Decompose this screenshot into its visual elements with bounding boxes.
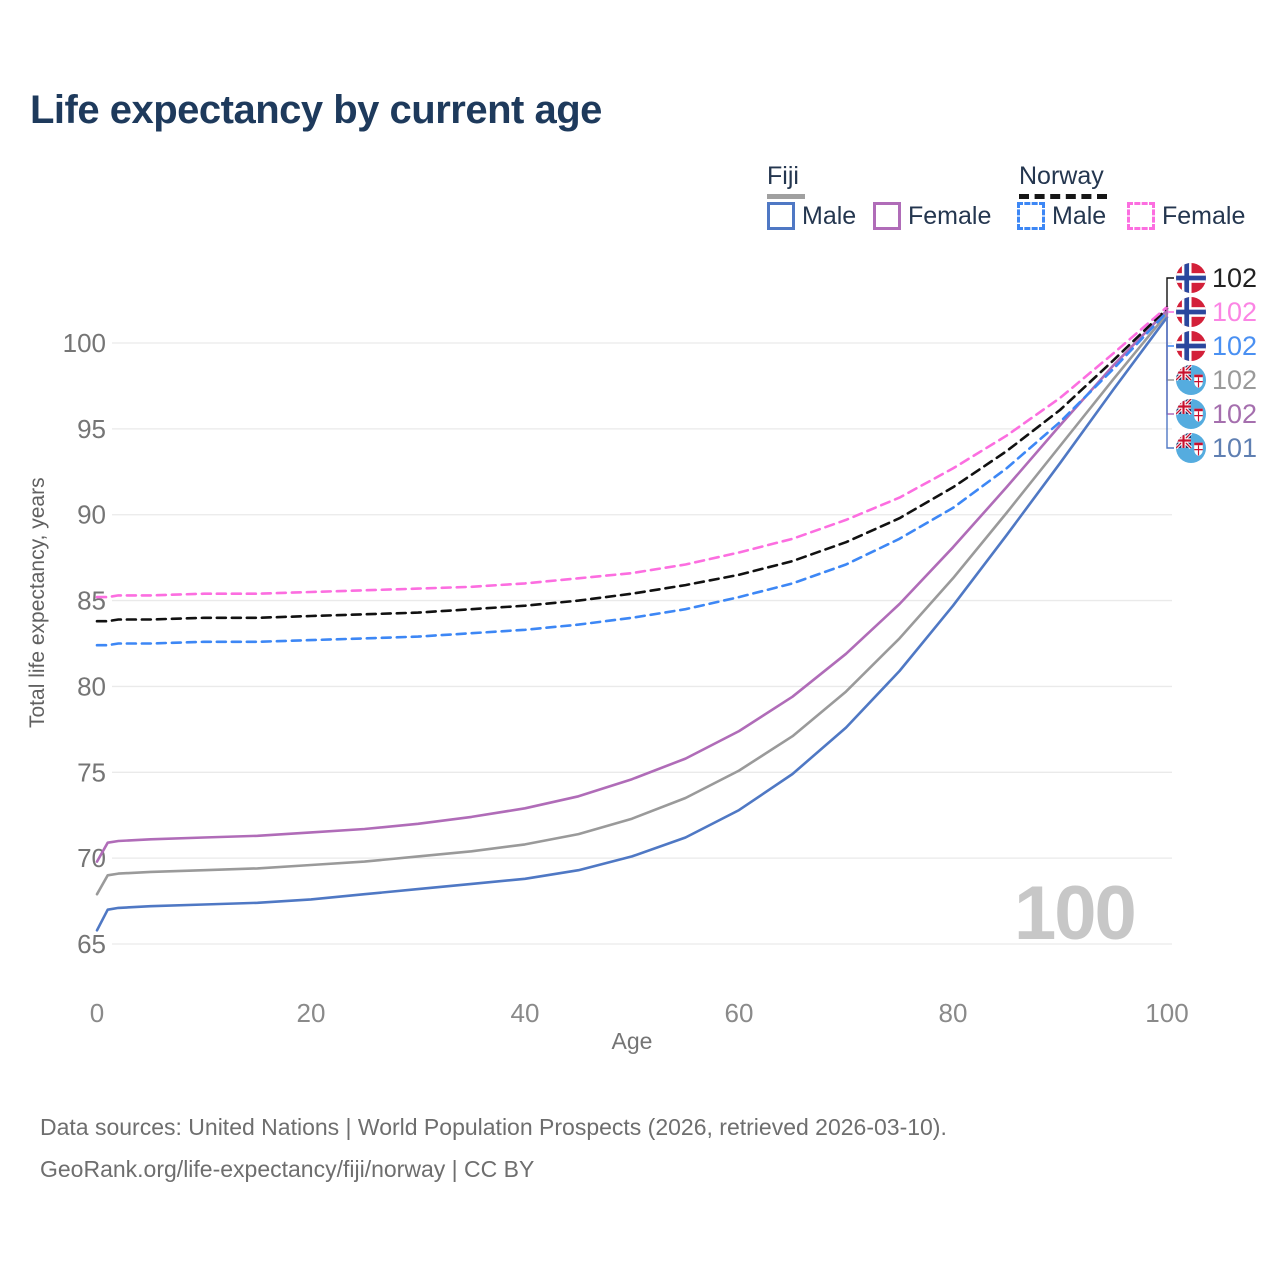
norway-line-swatch <box>1019 194 1107 199</box>
footer: Data sources: United Nations | World Pop… <box>40 1106 947 1190</box>
norway-flag-icon <box>1176 331 1206 361</box>
end-value: 102 <box>1212 399 1258 429</box>
legend-group-norway[interactable]: Norway <box>1019 162 1107 199</box>
x-tick-label: 80 <box>939 998 968 1028</box>
page-title: Life expectancy by current age <box>30 88 602 132</box>
y-tick-label: 95 <box>77 414 106 444</box>
series-line-fiji-both[interactable] <box>95 312 1169 896</box>
fiji-flag-icon <box>1176 433 1206 463</box>
age-watermark: 100 <box>1014 871 1137 956</box>
end-value: 102 <box>1212 331 1258 361</box>
end-label-norway-both[interactable]: 102 <box>1176 262 1257 294</box>
end-label-norway-male[interactable]: 102 <box>1176 330 1257 362</box>
end-value: 101 <box>1212 433 1258 463</box>
y-tick-label: 100 <box>63 328 106 358</box>
fiji-male-swatch <box>767 202 795 230</box>
leader-line-norway-female <box>1166 307 1174 313</box>
norway-flag-icon <box>1176 263 1206 293</box>
y-tick-label: 65 <box>77 929 106 959</box>
x-tick-label: 100 <box>1145 998 1188 1028</box>
y-tick-label: 80 <box>77 671 106 701</box>
series-line-norway-female[interactable] <box>95 305 1169 599</box>
end-value: 102 <box>1212 263 1258 293</box>
series-line-norway-both[interactable] <box>95 307 1169 623</box>
y-tick-label: 75 <box>77 757 106 787</box>
series-line-fiji-male[interactable] <box>95 315 1169 932</box>
x-tick-label: 60 <box>725 998 754 1028</box>
legend-group-fiji[interactable]: Fiji <box>767 162 805 199</box>
leader-line-norway-both <box>1166 277 1174 309</box>
y-tick-label: 90 <box>77 500 106 530</box>
legend-group-fiji-label: Fiji <box>767 162 799 190</box>
legend-item-fiji-male[interactable]: Male <box>767 201 856 231</box>
legend-item-label: Male <box>802 201 857 230</box>
norway-female-swatch <box>1127 202 1155 230</box>
legend-item-label: Female <box>1162 201 1246 230</box>
norway-flag-icon <box>1176 297 1206 327</box>
end-label-fiji-both[interactable]: 102 <box>1176 364 1257 396</box>
x-tick-label: 40 <box>511 998 540 1028</box>
end-value: 102 <box>1212 297 1258 327</box>
legend-item-label: Female <box>908 201 992 230</box>
leader-line-fiji-both <box>1166 313 1174 381</box>
end-label-norway-female[interactable]: 102 <box>1176 296 1257 328</box>
legend-item-norway-male[interactable]: Male <box>1017 201 1106 231</box>
series-line-norway-male[interactable] <box>95 310 1169 647</box>
leader-line-fiji-male <box>1166 317 1174 449</box>
y-axis-title: Total life expectancy, years <box>26 477 49 729</box>
legend-item-label: Male <box>1052 201 1107 230</box>
y-tick-label: 70 <box>77 843 106 873</box>
fiji-female-swatch <box>873 202 901 230</box>
leader-line-norway-male <box>1166 312 1174 347</box>
end-label-fiji-male[interactable]: 101 <box>1176 432 1257 464</box>
series-line-fiji-female[interactable] <box>95 309 1169 863</box>
legend-item-norway-female[interactable]: Female <box>1127 201 1245 231</box>
attribution-line: GeoRank.org/life-expectancy/fiji/norway … <box>40 1156 535 1182</box>
y-tick-label: 85 <box>77 586 106 616</box>
norway-male-swatch <box>1017 202 1045 230</box>
x-tick-label: 20 <box>297 998 326 1028</box>
data-sources-line: Data sources: United Nations | World Pop… <box>40 1114 947 1140</box>
x-tick-label: 0 <box>90 998 104 1028</box>
end-label-fiji-female[interactable]: 102 <box>1176 398 1257 430</box>
fiji-flag-icon <box>1176 365 1206 395</box>
fiji-flag-icon <box>1176 399 1206 429</box>
legend-group-norway-label: Norway <box>1019 162 1104 190</box>
end-value: 102 <box>1212 365 1258 395</box>
fiji-line-swatch <box>767 194 805 199</box>
leader-line-fiji-female <box>1166 310 1174 415</box>
legend-item-fiji-female[interactable]: Female <box>873 201 991 231</box>
x-axis-title: Age <box>611 1028 653 1054</box>
